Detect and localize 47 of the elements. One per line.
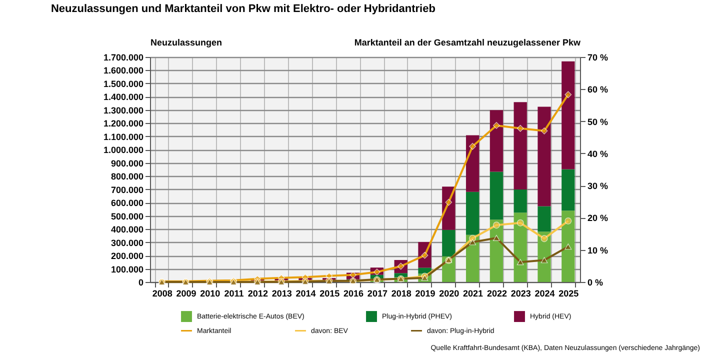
y2-tick-label: 30 % xyxy=(588,181,608,192)
y-tick-label: 500.000 xyxy=(110,211,144,222)
y-tick-label: 100.000 xyxy=(110,264,144,274)
x-tick-label: 2010 xyxy=(200,288,220,298)
y-tick-label: 0 xyxy=(138,278,144,288)
y-tick-label: 900.000 xyxy=(110,158,144,168)
y2-tick-label: 40 % xyxy=(588,148,608,159)
y-tick-label: 1.300.000 xyxy=(103,105,144,116)
x-tick-label: 2022 xyxy=(486,288,507,298)
y-tick-label: 1.500.000 xyxy=(103,78,144,89)
x-tick-label: 2009 xyxy=(176,288,196,298)
y-tick-label: 700.000 xyxy=(110,184,144,195)
x-tick-label: 2008 xyxy=(152,288,172,298)
x-tick-label: 2025 xyxy=(558,288,579,298)
y2-tick-label: 10 % xyxy=(588,245,608,256)
x-tick-label: 2015 xyxy=(320,288,340,298)
y2-tick-label: 50 % xyxy=(588,116,608,127)
y-tick-label: 1.600.000 xyxy=(103,66,144,76)
x-tick-label: 2018 xyxy=(391,288,412,298)
x-tick-label: 2013 xyxy=(272,288,292,298)
y-tick-label: 200.000 xyxy=(110,251,144,262)
y2-tick-label: 70 % xyxy=(588,52,608,62)
y-axis-title: Neuzulassungen xyxy=(150,38,222,48)
y-tick-label: 1.100.000 xyxy=(103,132,144,142)
x-tick-label: 2020 xyxy=(439,288,460,298)
y-tick-label: 400.000 xyxy=(110,224,144,235)
y-tick-label: 600.000 xyxy=(110,198,144,208)
y-tick-label: 1.200.000 xyxy=(103,118,144,129)
y-tick-label: 1.700.000 xyxy=(103,52,144,62)
x-tick-label: 2019 xyxy=(415,288,436,298)
x-tick-label: 2016 xyxy=(344,288,364,298)
y2-tick-label: 60 % xyxy=(588,84,608,95)
y-tick-label: 800.000 xyxy=(110,172,144,182)
y2-tick-label: 0 % xyxy=(588,278,604,288)
y2-tick-label: 20 % xyxy=(588,213,608,224)
y-tick-label: 1.000.000 xyxy=(103,145,144,156)
x-tick-label: 2017 xyxy=(367,288,388,298)
x-tick-label: 2014 xyxy=(296,288,316,298)
chart-title: Neuzulassungen und Marktanteil von Pkw mit Elektro- oder Hybridantrieb xyxy=(50,3,436,15)
x-tick-label: 2012 xyxy=(248,288,268,298)
y-tick-label: 1.400.000 xyxy=(103,92,144,102)
y-tick-label: 300.000 xyxy=(110,238,144,248)
y2-axis-title: Marktanteil an der Gesamtzahl neuzugelassener Pkw xyxy=(354,38,582,48)
x-tick-label: 2021 xyxy=(463,288,484,298)
x-tick-label: 2023 xyxy=(510,288,531,298)
x-tick-label: 2011 xyxy=(224,288,244,298)
x-tick-label: 2024 xyxy=(534,288,555,298)
